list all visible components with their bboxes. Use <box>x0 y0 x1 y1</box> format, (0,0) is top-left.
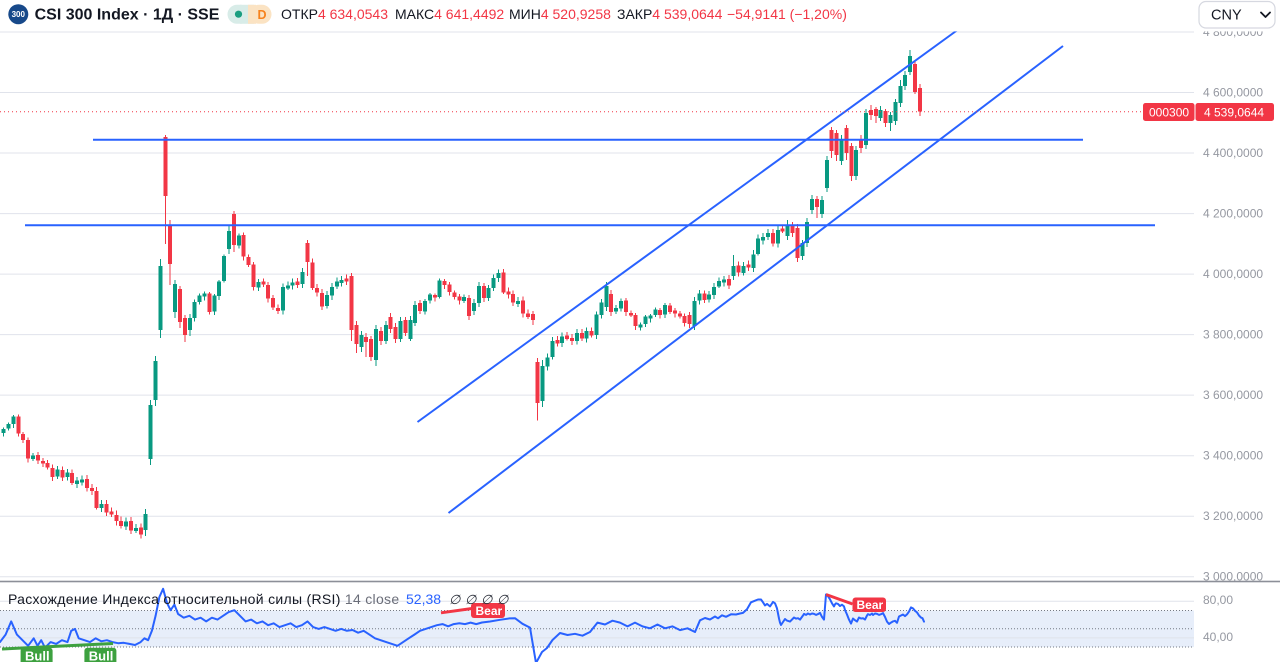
svg-text:МИН4 520,9258: МИН4 520,9258 <box>509 6 611 22</box>
svg-text:4 600,0000: 4 600,0000 <box>1203 86 1263 100</box>
svg-text:4 400,0000: 4 400,0000 <box>1203 146 1263 160</box>
svg-text:52,38: 52,38 <box>406 591 441 607</box>
svg-text:3 800,0000: 3 800,0000 <box>1203 328 1263 342</box>
svg-text:3 600,0000: 3 600,0000 <box>1203 388 1263 402</box>
svg-text:Bear: Bear <box>476 604 503 618</box>
svg-text:40,00: 40,00 <box>1203 630 1233 644</box>
svg-text:3 000,0000: 3 000,0000 <box>1203 570 1263 584</box>
svg-text:80,00: 80,00 <box>1203 593 1233 607</box>
svg-text:∅: ∅ <box>481 592 493 607</box>
svg-text:3 400,0000: 3 400,0000 <box>1203 449 1263 463</box>
svg-text:Bull: Bull <box>25 649 50 662</box>
svg-text:МАКС4 641,4492: МАКС4 641,4492 <box>395 6 504 22</box>
svg-text:CSI 300 Index · 1Д · SSE: CSI 300 Index · 1Д · SSE <box>35 7 220 24</box>
svg-text:4 539,0644: 4 539,0644 <box>1204 106 1264 120</box>
svg-text:∅: ∅ <box>449 592 461 607</box>
svg-text:Расхождение Индекса относитель: Расхождение Индекса относительной силы (… <box>8 591 399 607</box>
svg-text:Bear: Bear <box>857 598 884 612</box>
svg-text:3 200,0000: 3 200,0000 <box>1203 509 1263 523</box>
svg-text:000300: 000300 <box>1149 106 1189 120</box>
svg-text:CNY: CNY <box>1211 8 1242 24</box>
svg-text:∅: ∅ <box>465 592 477 607</box>
svg-text:4 200,0000: 4 200,0000 <box>1203 207 1263 221</box>
svg-text:Bull: Bull <box>89 649 114 662</box>
svg-text:∅: ∅ <box>497 592 509 607</box>
svg-text:300: 300 <box>12 10 26 19</box>
svg-text:ОТКР4 634,0543: ОТКР4 634,0543 <box>281 6 388 22</box>
svg-text:D: D <box>258 8 267 22</box>
svg-text:4 000,0000: 4 000,0000 <box>1203 267 1263 281</box>
svg-text:−54,9141 (−1,20%): −54,9141 (−1,20%) <box>727 6 847 22</box>
svg-text:ЗАКР4 539,0644: ЗАКР4 539,0644 <box>617 6 723 22</box>
